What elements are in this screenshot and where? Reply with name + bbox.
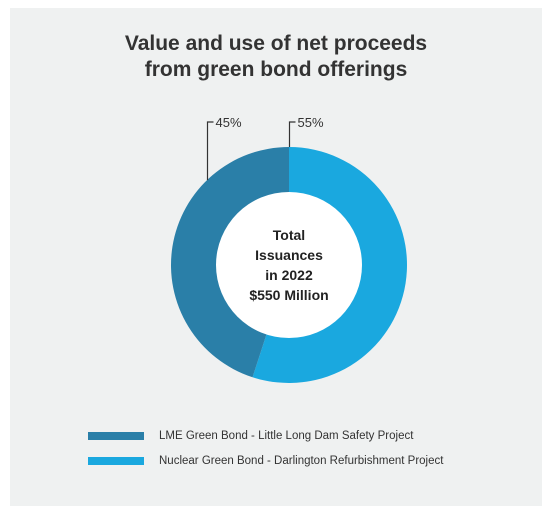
percent-label-nuclear: 55% xyxy=(298,115,324,130)
center-label-line-4: $550 Million xyxy=(249,287,328,303)
center-label-line-2: Issuances xyxy=(255,247,323,263)
chart-title-line-1: Value and use of net proceeds xyxy=(124,32,428,55)
center-label-line-1: Total xyxy=(273,227,305,243)
percent-labels: 55% 45% xyxy=(216,115,324,130)
leader-lines xyxy=(206,121,296,181)
donut-hole xyxy=(216,192,362,338)
leader-line-nuclear xyxy=(288,121,296,147)
center-label-line-3: in 2022 xyxy=(265,267,313,283)
legend-label-lme: LME Green Bond - Little Long Dam Safety … xyxy=(159,430,414,442)
leader-line-lme xyxy=(206,121,214,181)
legend-item-lme: LME Green Bond - Little Long Dam Safety … xyxy=(88,428,413,444)
legend-item-nuclear: Nuclear Green Bond - Darlington Refurbis… xyxy=(88,453,443,469)
percent-label-lme: 45% xyxy=(216,115,242,130)
chart-title: Value and use of net proceeds from green… xyxy=(0,31,552,83)
legend-swatch-nuclear xyxy=(88,457,144,465)
legend-label-nuclear: Nuclear Green Bond - Darlington Refurbis… xyxy=(159,455,444,467)
legend-swatch-lme xyxy=(88,432,144,440)
chart-title-line-2: from green bond offerings xyxy=(144,58,408,81)
center-label: Total Issuances in 2022 $550 Million xyxy=(249,227,328,303)
